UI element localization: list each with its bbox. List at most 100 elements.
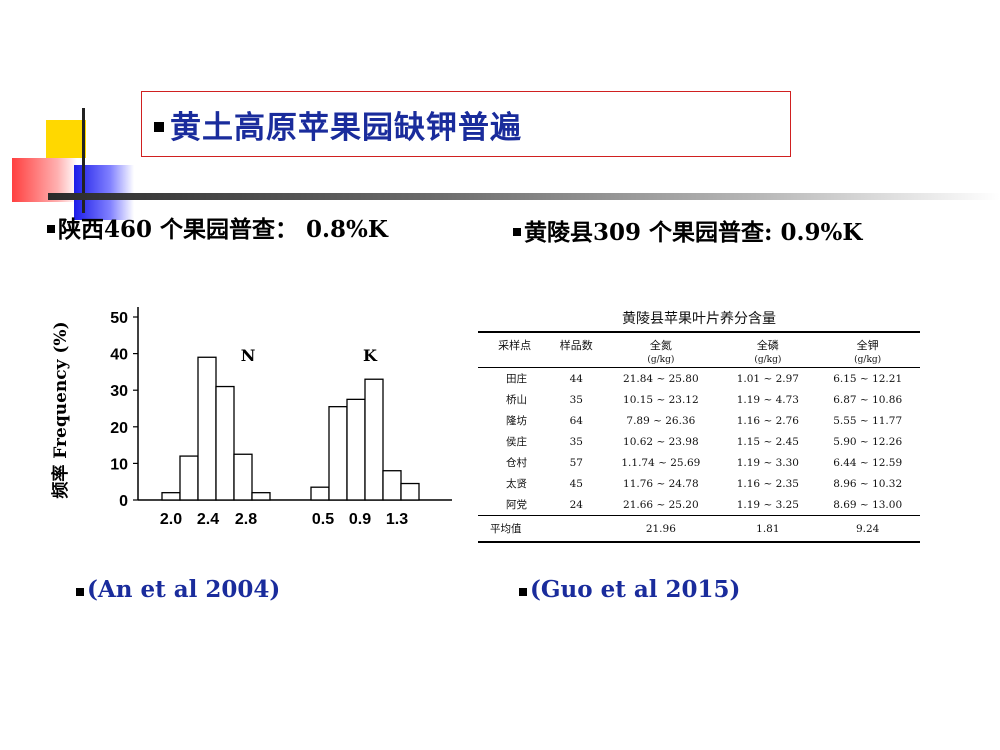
- histogram-bar-k: [364, 378, 384, 501]
- cell-total-k: 8.96 ~ 10.32: [833, 477, 903, 490]
- cell-count: 44: [569, 372, 583, 385]
- y-tick-label: 20: [110, 420, 128, 437]
- decorative-vertical-line: [82, 108, 85, 213]
- histogram-bar-k: [328, 406, 348, 501]
- x-tick-label: 2.4: [197, 511, 219, 528]
- unit-total-n: (g/kg): [601, 354, 721, 368]
- histogram-bar-n: [161, 492, 181, 501]
- cell-site: 仓村: [506, 457, 527, 469]
- cell-total-p: 1.15 ~ 2.45: [736, 435, 799, 448]
- unit-site: [478, 354, 552, 368]
- histogram-bar-n: [179, 455, 199, 501]
- histogram-bar-k: [400, 482, 420, 501]
- cell-average-p: 1.81: [720, 515, 816, 543]
- average-row: 平均值 21.96 1.81 9.24: [478, 515, 920, 543]
- cell-total-n: 21.66 ~ 25.20: [623, 498, 699, 511]
- bullet-square-icon: [519, 587, 527, 596]
- y-tick-label: 50: [110, 310, 128, 327]
- cell-site: 侯庄: [506, 436, 527, 448]
- table-title: 黄陵县苹果叶片养分含量: [622, 311, 776, 327]
- cell-site: 太贤: [506, 478, 527, 490]
- right-heading-text: 黄陵县309 个果园普查: 0.9%K: [524, 219, 863, 246]
- histogram-bar-n: [197, 356, 217, 501]
- histogram-bar-k: [310, 486, 330, 501]
- cell-total-k: 5.90 ~ 12.26: [833, 435, 903, 448]
- unit-total-k: (g/kg): [815, 354, 920, 368]
- bullet-square-icon: [47, 225, 55, 233]
- cell-total-k: 6.15 ~ 12.21: [833, 372, 903, 385]
- bullet-square-icon: [154, 122, 164, 132]
- histogram-bar-k: [382, 470, 402, 501]
- header-total-p: 全磷: [720, 331, 816, 354]
- cell-average-n: 21.96: [601, 515, 721, 543]
- header-count: 样品数: [551, 331, 602, 354]
- histogram-bar-n: [215, 385, 235, 501]
- cell-site: 隆坊: [506, 415, 527, 427]
- nutrient-table-panel: 黄陵县苹果叶片养分含量 采样点 样品数 全氮 全磷 全钾 (g/kg) (g/k…: [478, 308, 920, 543]
- right-heading: 黄陵县309 个果园普查: 0.9%K: [513, 213, 862, 247]
- cell-average-count: [551, 515, 602, 543]
- cell-count: 35: [569, 435, 583, 448]
- right-citation-text: (Guo et al 2015): [530, 576, 741, 603]
- left-citation: (An et al 2004): [76, 576, 280, 603]
- cell-site: 桥山: [506, 394, 527, 406]
- decorative-yellow-block: [46, 120, 86, 158]
- x-tick-label: 2.0: [160, 511, 182, 528]
- left-citation-text: (An et al 2004): [87, 576, 281, 603]
- cell-count: 35: [569, 393, 583, 406]
- cell-total-p: 1.16 ~ 2.35: [736, 477, 799, 490]
- table-row: 侯庄 35 10.62 ~ 23.98 1.15 ~ 2.45 5.90 ~ 1…: [478, 431, 920, 452]
- x-tick-label: 2.8: [235, 511, 257, 528]
- cell-count: 45: [569, 477, 583, 490]
- cell-count: 64: [569, 414, 583, 427]
- table-row: 桥山 35 10.15 ~ 23.12 1.19 ~ 4.73 6.87 ~ 1…: [478, 389, 920, 410]
- cell-total-n: 21.84 ~ 25.80: [623, 372, 699, 385]
- histogram-bar-n: [233, 453, 253, 501]
- bullet-square-icon: [513, 228, 521, 236]
- y-tick-label: 0: [119, 493, 128, 510]
- header-site: 采样点: [478, 331, 552, 354]
- x-tick-label: 1.3: [386, 511, 408, 528]
- cell-count: 57: [569, 456, 583, 469]
- y-axis-label: 频率 Frequency (%): [50, 321, 71, 498]
- cell-count: 24: [569, 498, 583, 511]
- decorative-horizontal-bar: [48, 193, 1000, 200]
- y-tick-label: 30: [110, 383, 128, 400]
- cell-total-n: 1.1.74 ~ 25.69: [621, 456, 701, 469]
- unit-count: [551, 354, 602, 368]
- cell-total-p: 1.16 ~ 2.76: [736, 414, 799, 427]
- series-label-k: K: [363, 346, 378, 365]
- cell-total-k: 6.87 ~ 10.86: [833, 393, 903, 406]
- cell-total-p: 1.19 ~ 4.73: [736, 393, 799, 406]
- cell-average-label: 平均值: [478, 515, 552, 543]
- cell-total-k: 6.44 ~ 12.59: [833, 456, 903, 469]
- nutrient-table: 采样点 样品数 全氮 全磷 全钾 (g/kg) (g/kg) (g/kg) 田庄…: [478, 331, 920, 543]
- cell-site: 田庄: [506, 373, 527, 385]
- y-tick-label: 40: [110, 347, 128, 364]
- left-heading-text: 陕西460 个果园普查： 0.8%K: [58, 216, 388, 243]
- header-total-k: 全钾: [815, 331, 920, 354]
- histogram-bar-n: [251, 492, 271, 501]
- series-label-n: N: [241, 346, 256, 365]
- cell-total-n: 10.15 ~ 23.12: [623, 393, 699, 406]
- page-title: 黄土高原苹果园缺钾普遍: [170, 109, 522, 146]
- table-row: 隆坊 64 7.89 ~ 26.36 1.16 ~ 2.76 5.55 ~ 11…: [478, 410, 920, 431]
- title-box: 黄土高原苹果园缺钾普遍: [141, 91, 791, 157]
- histogram-bar-k: [346, 398, 366, 501]
- unit-total-p: (g/kg): [720, 354, 816, 368]
- table-row: 阿党 24 21.66 ~ 25.20 1.19 ~ 3.25 8.69 ~ 1…: [478, 494, 920, 516]
- table-row: 田庄 44 21.84 ~ 25.80 1.01 ~ 2.97 6.15 ~ 1…: [478, 368, 920, 390]
- cell-total-p: 1.19 ~ 3.30: [736, 456, 799, 469]
- left-heading: 陕西460 个果园普查： 0.8%K: [47, 210, 388, 244]
- table-row: 仓村 57 1.1.74 ~ 25.69 1.19 ~ 3.30 6.44 ~ …: [478, 452, 920, 473]
- cell-total-n: 10.62 ~ 23.98: [623, 435, 699, 448]
- y-tick-label: 10: [110, 456, 128, 473]
- cell-total-p: 1.19 ~ 3.25: [736, 498, 799, 511]
- cell-site: 阿党: [506, 499, 527, 511]
- cell-total-p: 1.01 ~ 2.97: [736, 372, 799, 385]
- x-tick-label: 0.9: [349, 511, 371, 528]
- cell-average-k: 9.24: [815, 515, 920, 543]
- bullet-square-icon: [76, 587, 84, 596]
- cell-total-k: 8.69 ~ 13.00: [833, 498, 903, 511]
- right-citation: (Guo et al 2015): [519, 576, 740, 603]
